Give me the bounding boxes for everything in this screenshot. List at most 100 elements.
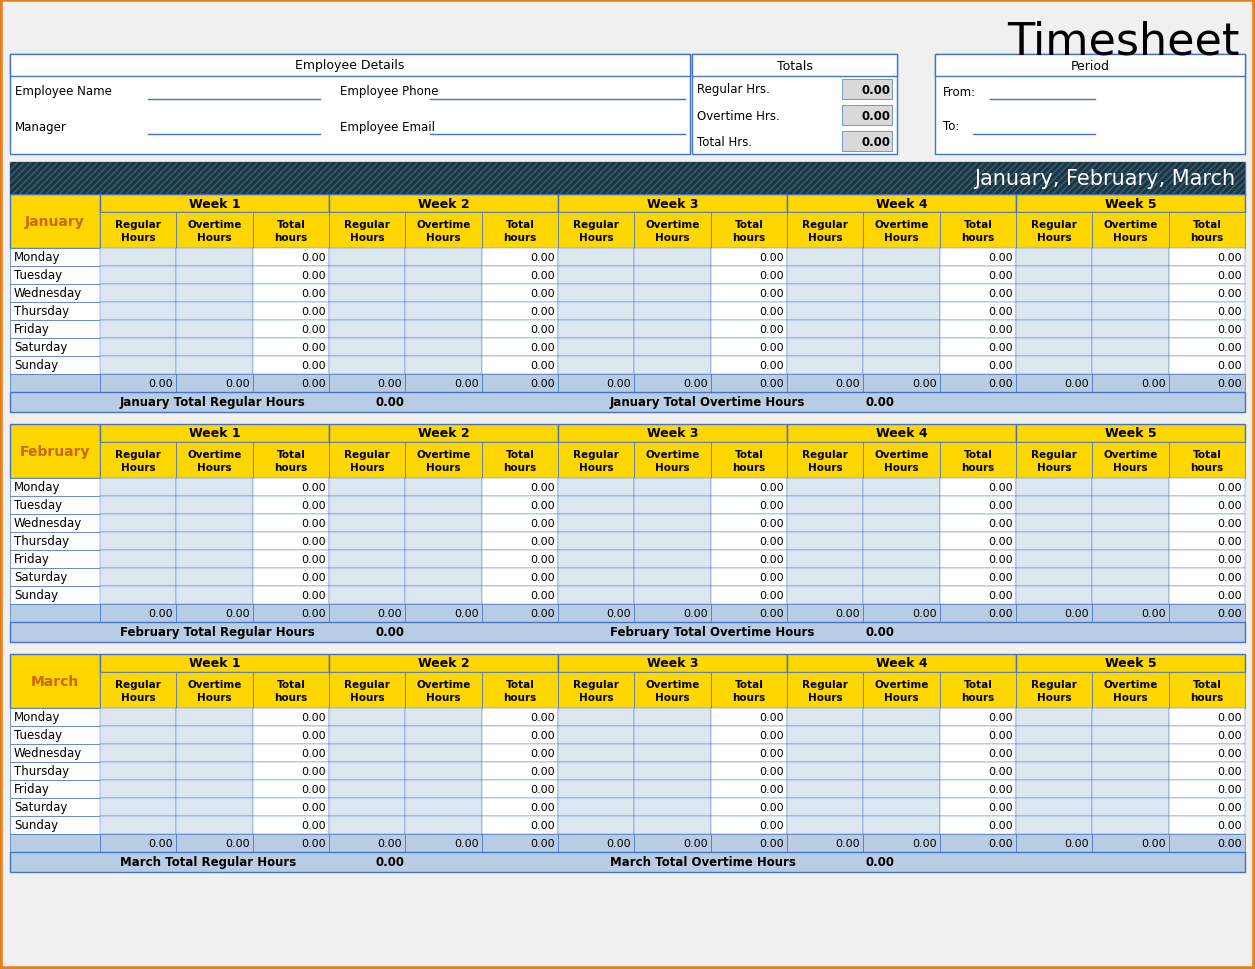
Bar xyxy=(558,726,634,744)
Bar xyxy=(863,321,940,338)
Bar xyxy=(1168,479,1245,496)
Bar xyxy=(558,213,634,249)
Bar xyxy=(10,569,100,586)
Bar xyxy=(634,249,710,266)
Text: hours: hours xyxy=(732,693,766,703)
Text: Overtime: Overtime xyxy=(875,450,929,459)
Bar xyxy=(252,780,329,798)
Bar xyxy=(177,443,252,479)
Text: Monday: Monday xyxy=(14,711,60,724)
Bar xyxy=(329,744,405,763)
Bar xyxy=(692,55,897,155)
Bar xyxy=(329,834,405,852)
Bar xyxy=(177,834,252,852)
Bar xyxy=(940,375,1017,392)
Bar xyxy=(1017,586,1092,605)
Bar xyxy=(252,816,329,834)
Bar xyxy=(329,285,405,302)
Text: 0.00: 0.00 xyxy=(683,379,708,389)
Text: 0.00: 0.00 xyxy=(531,306,555,317)
Bar xyxy=(1017,569,1092,586)
Bar xyxy=(863,586,940,605)
Bar xyxy=(634,532,710,550)
Bar xyxy=(100,780,177,798)
Bar xyxy=(329,195,558,213)
Text: Hours: Hours xyxy=(1113,233,1148,243)
Bar xyxy=(863,496,940,515)
Bar xyxy=(177,302,252,321)
Bar xyxy=(634,708,710,726)
Bar xyxy=(405,816,482,834)
Bar xyxy=(10,338,100,357)
Bar xyxy=(940,515,1017,532)
Bar xyxy=(634,338,710,357)
Text: Week 1: Week 1 xyxy=(188,427,240,440)
Bar xyxy=(177,569,252,586)
Text: From:: From: xyxy=(943,85,976,99)
Bar xyxy=(935,55,1245,155)
Bar xyxy=(1168,726,1245,744)
Text: 0.00: 0.00 xyxy=(301,537,326,547)
Bar xyxy=(405,798,482,816)
Text: hours: hours xyxy=(503,463,536,473)
Bar xyxy=(863,816,940,834)
Bar xyxy=(863,569,940,586)
Bar xyxy=(558,708,634,726)
Bar xyxy=(634,569,710,586)
Text: 0.00: 0.00 xyxy=(989,379,1013,389)
Text: Week 3: Week 3 xyxy=(646,198,698,210)
Bar xyxy=(252,285,329,302)
Text: Hours: Hours xyxy=(579,233,614,243)
Bar xyxy=(100,708,177,726)
Bar xyxy=(558,195,787,213)
Text: Overtime: Overtime xyxy=(187,220,242,230)
Text: hours: hours xyxy=(274,233,307,243)
Bar xyxy=(329,321,405,338)
Text: February: February xyxy=(20,445,90,458)
Text: 0.00: 0.00 xyxy=(759,731,784,740)
Text: March Total Overtime Hours: March Total Overtime Hours xyxy=(610,856,796,868)
Bar xyxy=(1017,780,1092,798)
Text: 0.00: 0.00 xyxy=(861,109,890,122)
Bar xyxy=(10,622,1245,642)
Bar xyxy=(329,654,558,672)
Bar xyxy=(329,708,405,726)
Text: Sunday: Sunday xyxy=(14,819,58,831)
Text: Overtime: Overtime xyxy=(417,220,471,230)
Bar xyxy=(405,672,482,708)
Bar xyxy=(10,605,100,622)
Text: 0.00: 0.00 xyxy=(301,343,326,353)
Bar xyxy=(558,672,634,708)
Text: hours: hours xyxy=(503,693,536,703)
Text: 0.00: 0.00 xyxy=(531,325,555,334)
Text: Week 1: Week 1 xyxy=(188,657,240,670)
Bar xyxy=(1017,443,1092,479)
Text: 0.00: 0.00 xyxy=(759,289,784,298)
Bar xyxy=(177,249,252,266)
Bar xyxy=(710,726,787,744)
Bar xyxy=(634,515,710,532)
Text: Hours: Hours xyxy=(885,233,919,243)
Bar xyxy=(710,213,787,249)
Bar xyxy=(252,569,329,586)
Bar xyxy=(1017,515,1092,532)
Bar xyxy=(634,780,710,798)
Bar xyxy=(329,266,405,285)
Bar xyxy=(1168,357,1245,375)
Bar xyxy=(787,763,863,780)
Bar xyxy=(634,285,710,302)
Text: hours: hours xyxy=(1190,693,1224,703)
Bar xyxy=(710,515,787,532)
Bar xyxy=(787,515,863,532)
Bar xyxy=(558,550,634,569)
Bar xyxy=(634,213,710,249)
Bar xyxy=(405,321,482,338)
Bar xyxy=(634,266,710,285)
Bar xyxy=(558,285,634,302)
Bar xyxy=(405,569,482,586)
Text: 0.00: 0.00 xyxy=(865,626,894,639)
Text: Saturday: Saturday xyxy=(14,571,68,584)
Bar xyxy=(710,443,787,479)
Text: Hours: Hours xyxy=(427,693,461,703)
Bar xyxy=(100,532,177,550)
